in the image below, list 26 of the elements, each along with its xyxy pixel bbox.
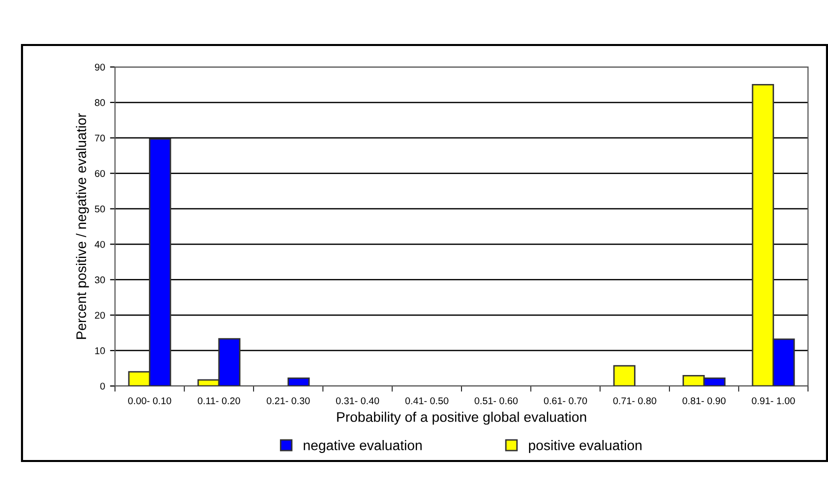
y-tick-label: 80 xyxy=(94,99,105,106)
y-tick-label: 0 xyxy=(100,382,105,390)
y-tick-label: 40 xyxy=(94,240,105,248)
y-tick-label: 60 xyxy=(94,170,105,177)
y-axis-title: Percent positive / negative evaluatior xyxy=(76,113,89,339)
x-tick-label: 0.21- 0.30 xyxy=(266,397,310,404)
y-tick-label: 70 xyxy=(94,134,105,142)
y-tick-label: 10 xyxy=(95,347,105,354)
x-tick-label: 0.51- 0.60 xyxy=(474,397,518,404)
y-tick-label: 50 xyxy=(94,206,105,212)
y-tick-label: 20 xyxy=(94,312,105,319)
x-tick-label: 0.61- 0.70 xyxy=(544,397,587,404)
y-tick-label: 90 xyxy=(94,64,105,71)
bar xyxy=(613,365,636,386)
x-axis-title: Probability of a positive global evaluation xyxy=(337,412,586,425)
x-tick-label: 0.11- 0.20 xyxy=(198,397,240,404)
legend-label: positive evaluation xyxy=(528,440,642,453)
x-tick-label: 0.00- 0.10 xyxy=(128,397,172,404)
x-tick-label: 0.71- 0.80 xyxy=(613,397,656,404)
x-tick-label: 0.41- 0.50 xyxy=(405,397,448,404)
x-tick-label: 0.31- 0.40 xyxy=(336,397,380,404)
x-tick-label: 0.81- 0.90 xyxy=(682,397,726,404)
bar xyxy=(288,378,310,386)
legend-label: negative evaluation xyxy=(304,440,422,453)
x-tick-label: 0.91- 1.00 xyxy=(752,397,795,404)
y-tick-label: 30 xyxy=(94,276,105,284)
